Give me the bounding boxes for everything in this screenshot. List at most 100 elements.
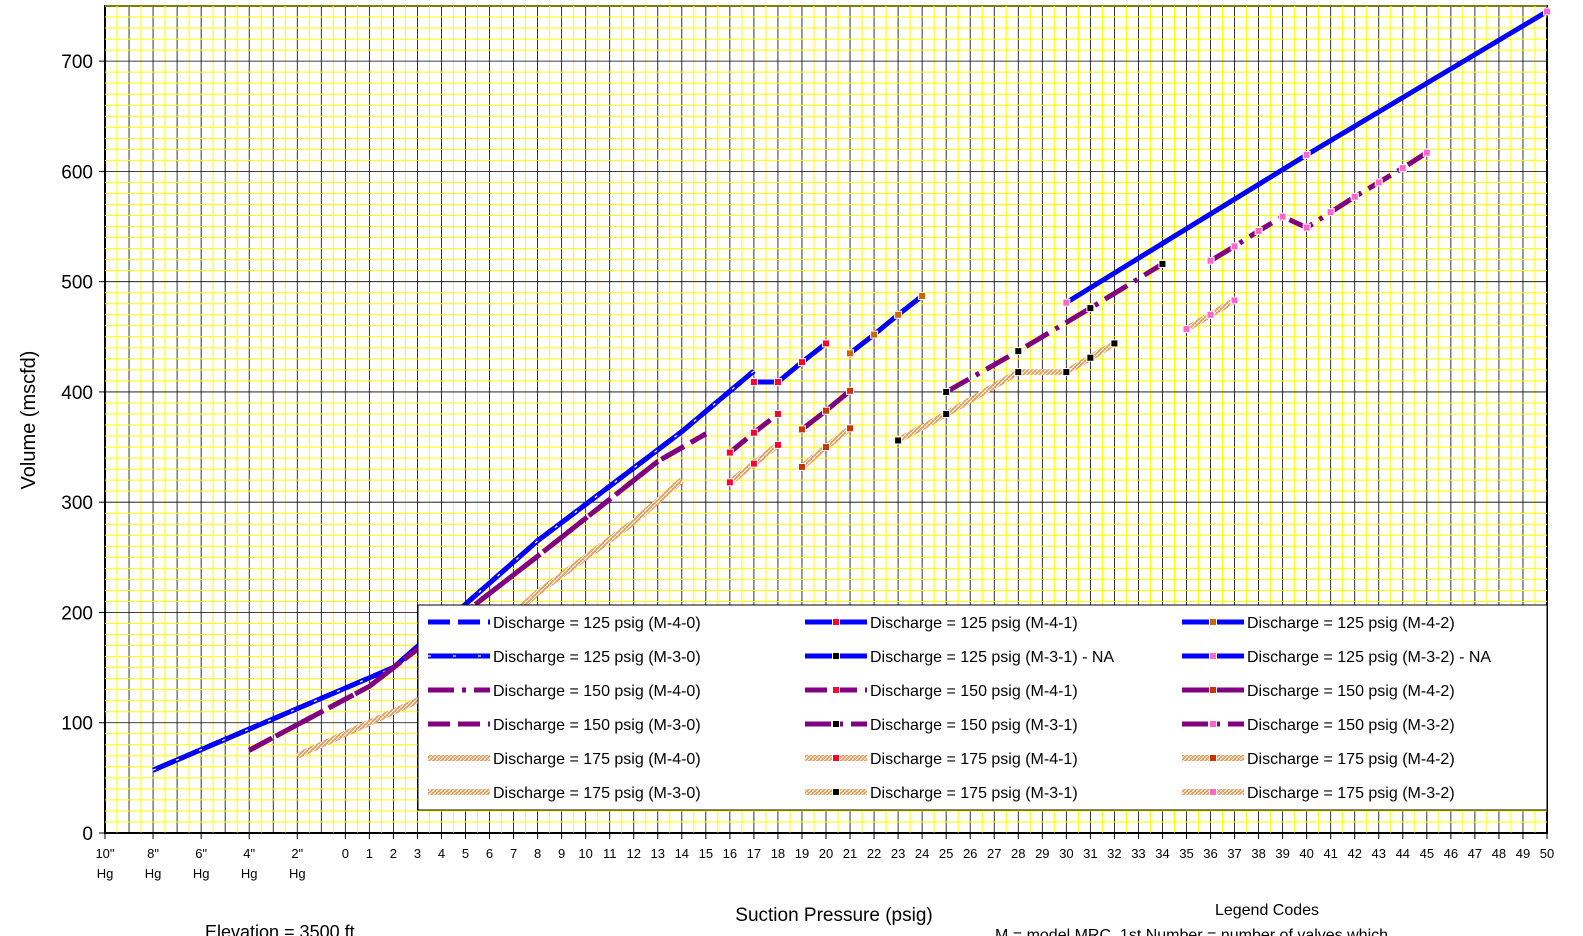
series-point xyxy=(1230,242,1239,251)
x-tick-label: 25 xyxy=(939,846,953,861)
y-tick-label: 500 xyxy=(61,273,93,294)
legend-label: Discharge = 175 psig (M-4-2) xyxy=(1247,751,1455,768)
x-axis-label: Suction Pressure (psig) xyxy=(735,905,932,926)
x-tick-label: 23 xyxy=(891,846,905,861)
x-tick-label: 20 xyxy=(819,846,833,861)
legend-marker xyxy=(1209,720,1217,728)
x-tick-label-unit: Hg xyxy=(289,866,306,881)
x-tick-label-unit: Hg xyxy=(97,866,114,881)
x-tick-label: 5 xyxy=(462,846,469,861)
legend-label: Discharge = 125 psig (M-4-0) xyxy=(493,615,701,632)
x-tick-label: 19 xyxy=(795,846,809,861)
x-tick-label-unit: Hg xyxy=(145,866,162,881)
series-point xyxy=(749,428,758,437)
x-tick-label: 21 xyxy=(843,846,857,861)
x-tick-label: 31 xyxy=(1083,846,1097,861)
legend-marker xyxy=(1209,788,1217,796)
legend-label: Discharge = 150 psig (M-3-1) xyxy=(870,717,1078,734)
series-point xyxy=(1182,325,1191,334)
y-tick-label: 200 xyxy=(61,603,93,624)
legend-label: Discharge = 150 psig (M-4-1) xyxy=(870,683,1078,700)
series-point xyxy=(1158,260,1167,269)
series-9 xyxy=(797,386,855,434)
series-point xyxy=(1062,368,1071,377)
series-11 xyxy=(1206,148,1431,265)
x-tick-label: 38 xyxy=(1251,846,1265,861)
legend: Discharge = 125 psig (M-4-0) Discharge = … xyxy=(417,604,1548,811)
series-5 xyxy=(1062,7,1551,307)
series-point xyxy=(1206,256,1215,265)
x-tick-label: 0 xyxy=(342,846,349,861)
legend-label: Discharge = 150 psig (M-4-0) xyxy=(493,683,701,700)
x-tick-label: 50 xyxy=(1540,846,1554,861)
x-tick-label: 4" xyxy=(243,846,255,861)
x-tick-label: 2" xyxy=(291,846,303,861)
x-tick-label: 17 xyxy=(747,846,761,861)
x-tick-label: 27 xyxy=(987,846,1001,861)
series-7 xyxy=(248,431,708,753)
legend-label: Discharge = 150 psig (M-4-2) xyxy=(1247,683,1455,700)
series-point xyxy=(894,436,903,445)
x-tick-label: 11 xyxy=(603,846,617,861)
x-tick-label: 24 xyxy=(915,846,929,861)
legend-marker xyxy=(832,720,840,728)
series-point xyxy=(1350,192,1359,201)
series-point xyxy=(822,443,830,452)
series-point xyxy=(1422,148,1431,157)
x-tick-label: 41 xyxy=(1323,846,1337,861)
x-tick-label: 49 xyxy=(1516,846,1530,861)
x-tick-label: 43 xyxy=(1372,846,1386,861)
x-tick-label: 22 xyxy=(867,846,881,861)
legend-marker xyxy=(832,754,840,762)
x-tick-label-unit: Hg xyxy=(193,866,210,881)
series-point xyxy=(846,349,855,358)
series-point xyxy=(797,425,806,434)
series-point xyxy=(1110,339,1119,348)
y-tick-label: 300 xyxy=(61,493,93,514)
x-tick-label-unit: Hg xyxy=(241,866,258,881)
series-line xyxy=(753,341,828,385)
series-point xyxy=(822,339,830,348)
series-point xyxy=(918,292,927,301)
x-tick-label: 47 xyxy=(1468,846,1482,861)
series-line xyxy=(848,294,924,356)
legend-box xyxy=(417,604,1548,811)
legend-marker xyxy=(832,652,840,660)
series-line xyxy=(944,261,1164,395)
series-point xyxy=(1206,310,1215,319)
series-point xyxy=(725,448,734,457)
series-line xyxy=(152,369,756,773)
series-point xyxy=(1254,226,1263,235)
legend-codes-title: Legend Codes xyxy=(1215,902,1319,919)
series-point xyxy=(797,462,806,471)
x-tick-label: 15 xyxy=(699,846,713,861)
legend-label: Discharge = 125 psig (M-4-1) xyxy=(870,615,1078,632)
series-point xyxy=(1086,353,1095,362)
x-tick-label: 32 xyxy=(1107,846,1121,861)
x-tick-label: 39 xyxy=(1275,846,1289,861)
x-tick-label: 1 xyxy=(366,846,373,861)
y-tick-label: 600 xyxy=(61,162,93,183)
series-point xyxy=(725,478,734,487)
legend-marker xyxy=(1209,686,1217,694)
series-2 xyxy=(749,339,830,387)
series-13 xyxy=(296,477,684,759)
y-tick-label: 100 xyxy=(61,714,93,735)
series-point xyxy=(1230,296,1239,305)
x-tick-label: 4 xyxy=(438,846,445,861)
series-point xyxy=(1398,164,1407,173)
x-tick-label: 9 xyxy=(558,846,565,861)
series-point xyxy=(846,424,855,433)
y-tick-label: 0 xyxy=(82,824,93,845)
x-tick-label: 37 xyxy=(1227,846,1241,861)
x-tick-label: 12 xyxy=(626,846,640,861)
series-point xyxy=(1062,298,1071,307)
y-axis-label: Volume (mscfd) xyxy=(18,351,40,490)
series-point xyxy=(1086,304,1095,313)
legend-label: Discharge = 175 psig (M-3-2) xyxy=(1247,785,1455,802)
series-14 xyxy=(725,440,782,487)
legend-label: Discharge = 125 psig (M-3-0) xyxy=(493,649,701,666)
series-10 xyxy=(942,260,1167,396)
series-8 xyxy=(725,409,782,457)
